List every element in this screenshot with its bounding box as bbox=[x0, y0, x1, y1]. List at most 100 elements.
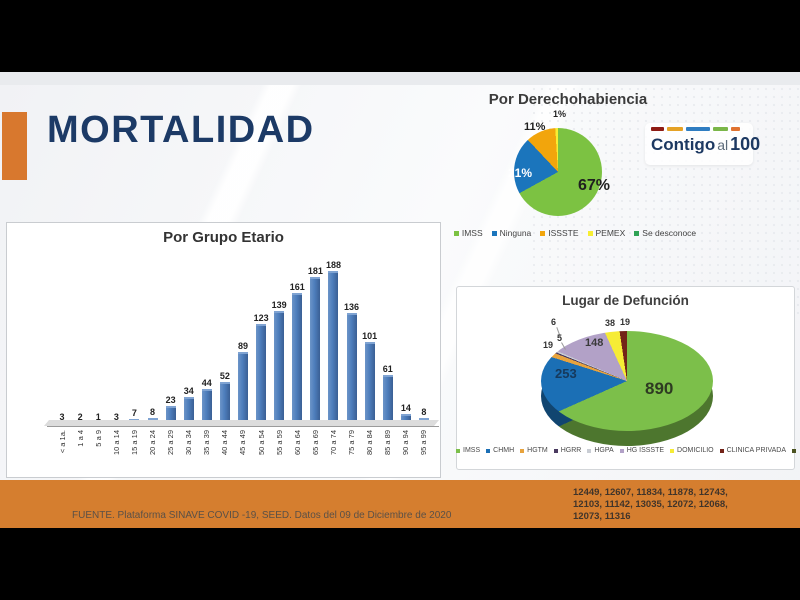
bar-value-label: 188 bbox=[325, 260, 341, 270]
footer-numbers-line3: 12073, 11316 bbox=[573, 511, 631, 522]
bar-top-face bbox=[346, 313, 357, 315]
bar-chart-x-labels: < a 1a. 1 a 4 5 a 9 10 a 14 15 a 19 20 a 24 25… bbox=[53, 430, 433, 476]
x-axis-label-text: 90 a 94 bbox=[401, 430, 411, 456]
bar-top-face bbox=[310, 277, 321, 279]
logo-dash bbox=[667, 127, 683, 131]
legend-label: IMSS bbox=[463, 447, 481, 454]
legend-label: HGRR bbox=[560, 447, 582, 454]
legend-item: DOMICILIO bbox=[670, 447, 714, 454]
bar bbox=[256, 324, 267, 427]
bar-top-face bbox=[328, 271, 339, 273]
x-axis-label: 60 a 64 bbox=[288, 430, 306, 476]
bar-value-label: 61 bbox=[382, 364, 393, 374]
bar-top-face bbox=[382, 375, 393, 377]
legend-label: ISSSTE bbox=[548, 228, 579, 238]
bar-chart-axis-line bbox=[47, 426, 439, 427]
bar-slot: 89 bbox=[234, 259, 252, 427]
x-axis-label: 95 a 99 bbox=[415, 430, 433, 476]
x-axis-label: 50 a 54 bbox=[252, 430, 270, 476]
bar-slot: 2 bbox=[71, 259, 89, 427]
logo-dash bbox=[686, 127, 710, 131]
letterbox-top bbox=[0, 0, 800, 72]
legend-label: DOMICILIO bbox=[677, 447, 714, 454]
legend-item: CLINICA PRIVADA bbox=[719, 447, 786, 454]
pie-label-imss-890: 890 bbox=[645, 379, 674, 398]
footer-numbers-line1: 12449, 12607, 11834, 11878, 12743, bbox=[573, 487, 728, 498]
bar-value-label: 2 bbox=[77, 412, 83, 422]
x-axis-label-text: 5 a 9 bbox=[93, 430, 103, 447]
footer-band: FUENTE. Plataforma SINAVE COVID -19, SEE… bbox=[0, 480, 800, 528]
bar-value-label: 23 bbox=[165, 395, 176, 405]
x-axis-label-text: 80 a 84 bbox=[365, 430, 375, 456]
logo-dash bbox=[651, 127, 664, 131]
pie-label-hgpa-6: 6 bbox=[551, 317, 557, 327]
bar-slot: 7 bbox=[125, 259, 143, 427]
bar-value-label: 8 bbox=[421, 407, 427, 417]
bar-top-face bbox=[292, 293, 303, 295]
pie-label-imss: 67% bbox=[578, 177, 611, 194]
x-axis-label-text: 1 a 4 bbox=[75, 430, 85, 447]
bar bbox=[292, 293, 303, 427]
x-axis-label: 30 a 34 bbox=[180, 430, 198, 476]
bar-top-face bbox=[219, 382, 230, 384]
bar-value-label: 181 bbox=[307, 266, 323, 276]
bar-value-label: 139 bbox=[271, 300, 287, 310]
legend-item: ISSSTE bbox=[540, 228, 579, 238]
bar-slot: 34 bbox=[180, 259, 198, 427]
bar bbox=[310, 277, 321, 427]
x-axis-label-text: 10 a 14 bbox=[111, 430, 121, 456]
x-axis-label: 65 a 69 bbox=[306, 430, 324, 476]
bar-top-face bbox=[364, 342, 375, 344]
bar-slot: 188 bbox=[324, 259, 342, 427]
pie-label-clinica-19: 19 bbox=[620, 317, 631, 327]
legend-label: Se desconoce bbox=[642, 228, 697, 238]
legend-label: PEMEX bbox=[595, 228, 626, 238]
bar-slot: 123 bbox=[252, 259, 270, 427]
x-axis-label: 90 a 94 bbox=[397, 430, 415, 476]
x-axis-label: 40 a 44 bbox=[216, 430, 234, 476]
bar-value-label: 7 bbox=[131, 408, 137, 418]
bar-slot: 139 bbox=[270, 259, 288, 427]
x-axis-label: 20 a 24 bbox=[143, 430, 161, 476]
logo-word-contigo: Contigo bbox=[651, 135, 716, 154]
slide: MORTALIDAD Por Derechohabiencia 67% 21% … bbox=[0, 85, 800, 528]
contigo-al-100-logo: Contigo al 100 bbox=[645, 123, 760, 165]
legend-swatch-extra bbox=[792, 448, 796, 453]
legend-swatch bbox=[587, 230, 593, 236]
bar-value-label: 8 bbox=[150, 407, 156, 417]
x-axis-label-text: 70 a 74 bbox=[328, 430, 338, 456]
x-axis-label-text: < a 1a. bbox=[57, 430, 67, 454]
legend-swatch bbox=[540, 230, 546, 236]
bar bbox=[165, 406, 176, 427]
legend-swatch bbox=[456, 448, 461, 453]
pie-label-hg-issste-148: 148 bbox=[585, 337, 604, 349]
bar bbox=[346, 313, 357, 427]
legend-swatch bbox=[619, 448, 624, 453]
bar-slot: 3 bbox=[107, 259, 125, 427]
x-axis-label: 35 a 39 bbox=[198, 430, 216, 476]
legend-item: CHMH bbox=[486, 447, 514, 454]
x-axis-label-text: 45 a 49 bbox=[238, 430, 248, 456]
legend-swatch bbox=[520, 448, 525, 453]
pie-label-issste: 11% bbox=[524, 121, 546, 133]
pie-label-ninguna: 21% bbox=[508, 166, 533, 180]
legend-item: Ninguna bbox=[491, 228, 531, 238]
bar-value-label: 1 bbox=[95, 412, 101, 422]
legend-item: IMSS bbox=[453, 228, 483, 238]
bar-slot: 101 bbox=[361, 259, 379, 427]
bar-value-label: 14 bbox=[400, 403, 411, 413]
x-axis-label: 15 a 19 bbox=[125, 430, 143, 476]
legend-label: IMSS bbox=[461, 228, 483, 238]
bar-value-label: 136 bbox=[344, 302, 360, 312]
bar-slot: 14 bbox=[397, 259, 415, 427]
grupo-etario-title: Por Grupo Etario bbox=[163, 229, 284, 246]
bar-top-face bbox=[165, 406, 176, 408]
x-axis-label-text: 30 a 34 bbox=[184, 430, 194, 456]
pie-label-hgrr-5: 5 bbox=[557, 333, 563, 343]
footer-numbers: 12449, 12607, 11834, 11878, 12743, 12103… bbox=[573, 487, 728, 523]
legend-swatch bbox=[486, 448, 491, 453]
legend-item: IMSS bbox=[456, 447, 480, 454]
legend-label: CLINICA PRIVADA bbox=[726, 447, 786, 454]
bar-value-label: 44 bbox=[201, 378, 212, 388]
bar-top-face bbox=[274, 311, 285, 313]
